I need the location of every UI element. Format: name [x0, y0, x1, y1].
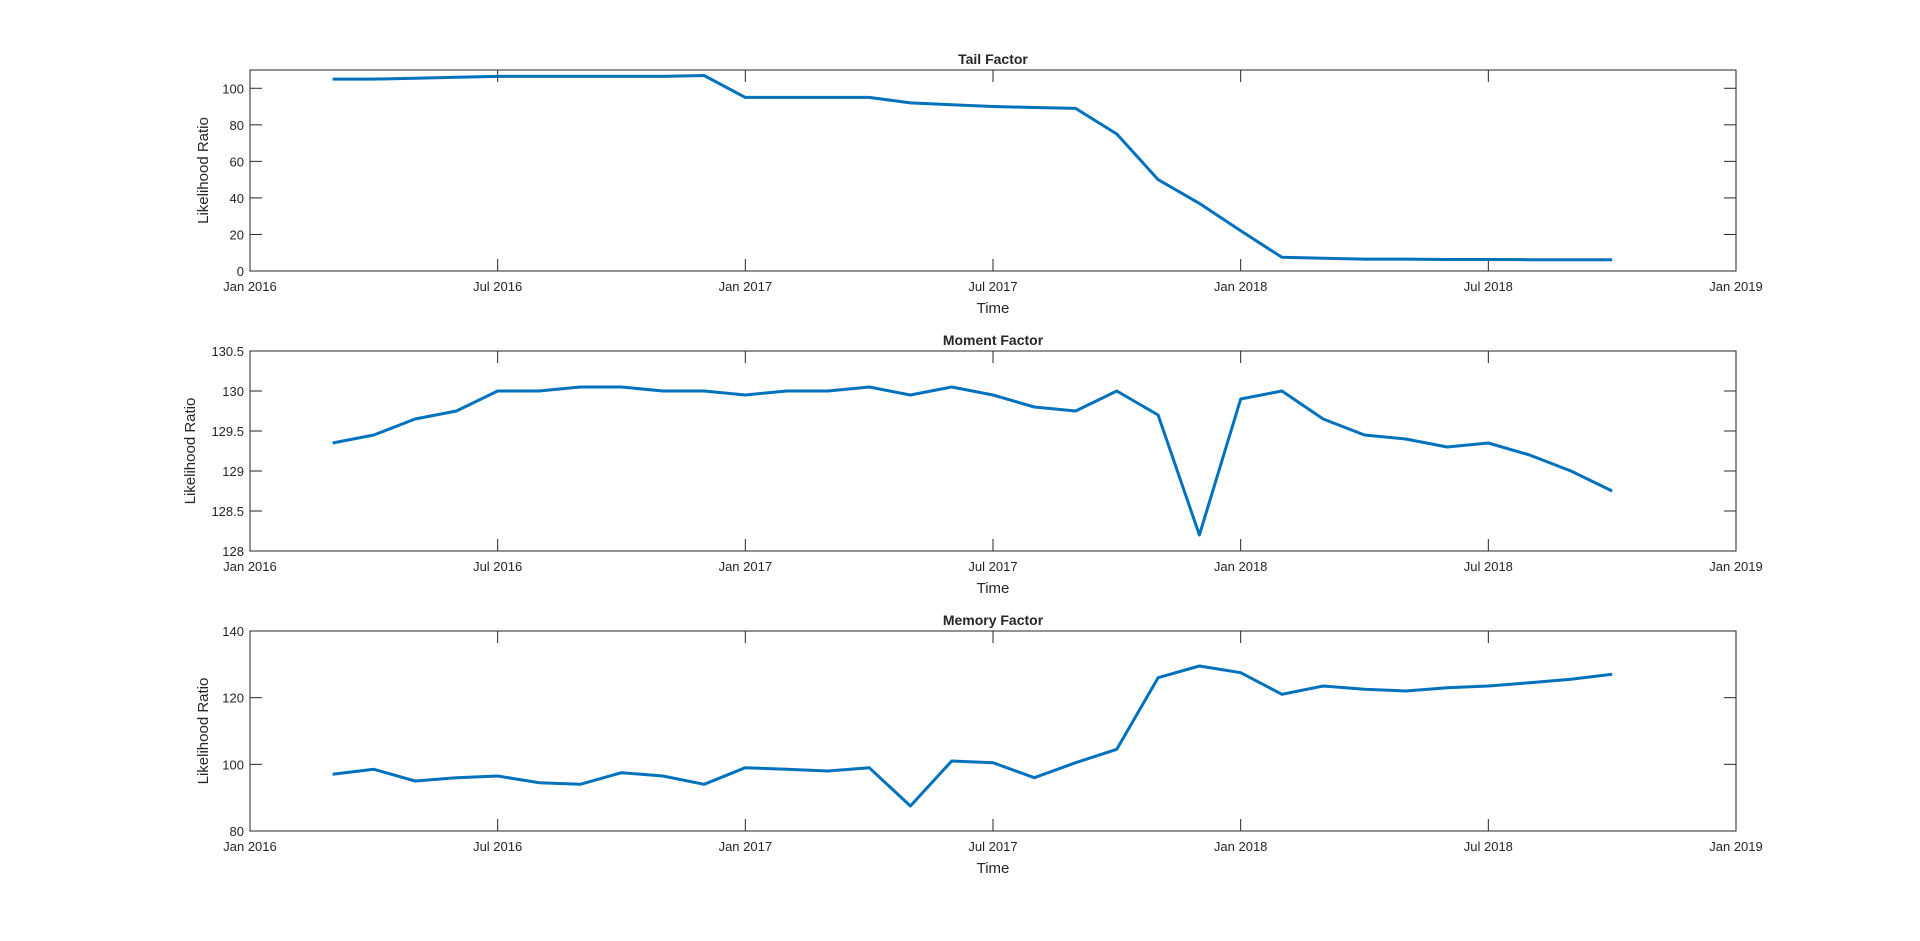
- chart-title: Tail Factor: [958, 51, 1028, 67]
- y-tick-label: 120: [222, 691, 244, 706]
- x-tick-label: Jan 2017: [719, 559, 773, 574]
- y-axis-label: Likelihood Ratio: [182, 398, 199, 505]
- y-tick-label: 100: [222, 81, 244, 96]
- x-tick-label: Jul 2016: [473, 279, 522, 294]
- y-axis-label: Likelihood Ratio: [195, 678, 212, 785]
- y-tick-label: 128: [222, 544, 244, 559]
- x-tick-label: Jan 2017: [719, 839, 773, 854]
- x-tick-label: Jan 2016: [223, 279, 277, 294]
- data-line: [332, 74, 1613, 262]
- y-tick-label: 100: [222, 757, 244, 772]
- x-tick-label: Jan 2019: [1709, 279, 1763, 294]
- x-axis-label: Time: [977, 580, 1010, 597]
- data-line: [332, 664, 1613, 808]
- x-tick-label: Jul 2017: [968, 839, 1017, 854]
- x-tick-label: Jul 2017: [968, 279, 1017, 294]
- x-tick-label: Jul 2018: [1464, 839, 1513, 854]
- axes-box: [249, 69, 1737, 272]
- x-tick-label: Jul 2018: [1464, 559, 1513, 574]
- chart-title: Memory Factor: [943, 612, 1044, 628]
- chart-title: Moment Factor: [943, 332, 1044, 348]
- x-tick-label: Jan 2019: [1709, 559, 1763, 574]
- x-tick-label: Jul 2016: [473, 559, 522, 574]
- y-tick-label: 129: [222, 464, 244, 479]
- y-tick-label: 60: [230, 154, 244, 169]
- y-tick-label: 80: [230, 118, 244, 133]
- x-tick-label: Jan 2016: [223, 839, 277, 854]
- y-tick-label: 80: [230, 824, 244, 839]
- x-tick-label: Jan 2017: [719, 279, 773, 294]
- y-tick-label: 129.5: [211, 424, 244, 439]
- y-tick-label: 130.5: [211, 344, 244, 359]
- data-line: [332, 385, 1613, 537]
- y-tick-label: 130: [222, 384, 244, 399]
- y-tick-label: 0: [237, 264, 244, 279]
- x-tick-label: Jan 2016: [223, 559, 277, 574]
- y-tick-label: 20: [230, 227, 244, 242]
- x-axis-label: Time: [977, 300, 1010, 317]
- axes-box: [249, 630, 1737, 832]
- y-tick-label: 140: [222, 624, 244, 639]
- x-tick-label: Jan 2018: [1214, 279, 1268, 294]
- x-axis-label: Time: [977, 860, 1010, 877]
- x-tick-label: Jan 2018: [1214, 559, 1268, 574]
- y-tick-label: 40: [230, 191, 244, 206]
- y-axis-label: Likelihood Ratio: [195, 117, 212, 224]
- x-tick-label: Jul 2018: [1464, 279, 1513, 294]
- y-tick-label: 128.5: [211, 504, 244, 519]
- axes-box: [249, 350, 1737, 552]
- x-tick-label: Jul 2017: [968, 559, 1017, 574]
- x-tick-label: Jan 2018: [1214, 839, 1268, 854]
- x-tick-label: Jul 2016: [473, 839, 522, 854]
- x-tick-label: Jan 2019: [1709, 839, 1763, 854]
